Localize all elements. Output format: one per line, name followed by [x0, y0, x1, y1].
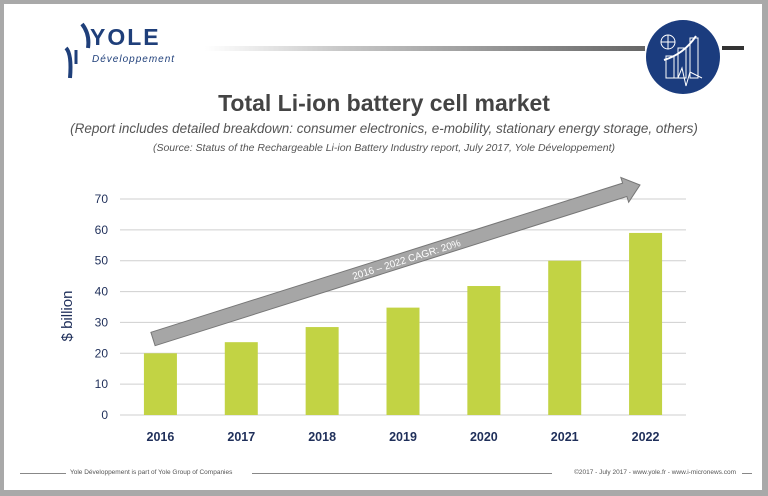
logo-subtitle: Développement: [92, 54, 176, 65]
bar-2021: [548, 260, 582, 415]
chart-source: (Source: Status of the Rechargeable Li-i…: [152, 142, 616, 154]
y-tick-label: 0: [101, 408, 108, 422]
bar-2016: [143, 353, 177, 415]
x-tick-label: 2022: [632, 430, 660, 444]
bar-2019: [386, 307, 420, 415]
header-divider: [205, 46, 645, 51]
x-tick-label: 2019: [389, 430, 417, 444]
footer-line: [20, 473, 66, 474]
x-tick-label: 2017: [227, 430, 255, 444]
chart-badge-icon: [646, 20, 720, 94]
bar-2017: [224, 342, 258, 415]
logo-word: YOLE: [90, 24, 161, 50]
header-divider-end: [722, 46, 744, 50]
y-tick-label: 60: [95, 223, 109, 237]
footer-line: [742, 473, 752, 474]
chart-subtitle: (Report includes detailed breakdown: con…: [70, 121, 698, 136]
bar-2022: [629, 232, 663, 415]
y-tick-label: 10: [95, 377, 109, 391]
footer-left: Yole Développement is part of Yole Group…: [70, 469, 233, 476]
y-tick-label: 20: [95, 346, 109, 360]
y-tick-label: 50: [95, 254, 109, 268]
y-tick-label: 30: [95, 315, 109, 329]
bar-2018: [305, 327, 339, 415]
y-tick-label: 40: [95, 285, 109, 299]
x-tick-label: 2020: [470, 430, 498, 444]
bar-2020: [467, 286, 501, 415]
y-axis-label: $ billion: [59, 291, 76, 342]
footer-right: ©2017 - July 2017 - www.yole.fr - www.i-…: [574, 469, 736, 476]
chart-title: Total Li-ion battery cell market: [218, 90, 550, 116]
footer-line: [252, 473, 552, 474]
logo-mark-icon: [64, 22, 91, 79]
y-tick-label: 70: [95, 192, 109, 206]
x-tick-label: 2018: [308, 430, 336, 444]
yole-logo: YOLE Développement: [62, 20, 192, 80]
x-tick-label: 2016: [147, 430, 175, 444]
x-tick-label: 2021: [551, 430, 579, 444]
